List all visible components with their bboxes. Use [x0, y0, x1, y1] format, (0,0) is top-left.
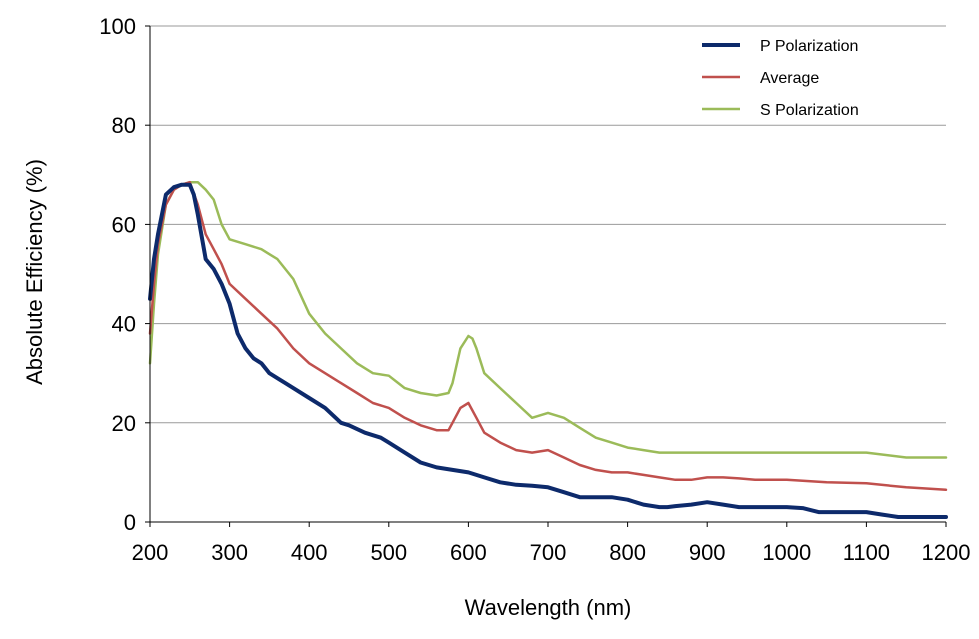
tick-labels: 200 300 400 500 600 700 800 900 1000 1100 1200 0 20 4…	[99, 14, 970, 565]
series-line-average	[148, 180, 948, 492]
legend-label: Average	[760, 70, 819, 87]
x-tick-label: 1100	[843, 540, 890, 565]
x-tick-label: 500	[370, 540, 407, 565]
legend-label: S Polarization	[760, 102, 859, 119]
x-tick-label: 800	[609, 540, 646, 565]
series-lines	[148, 180, 948, 519]
grid-lines	[150, 25, 946, 424]
x-tick-label: 900	[689, 540, 726, 565]
y-tick-label: 80	[112, 113, 136, 138]
x-tick-label: 1200	[922, 540, 971, 565]
y-tick-label: 40	[112, 312, 136, 337]
x-tick-label: 700	[530, 540, 567, 565]
y-axis-title: Absolute Efficiency (%)	[22, 159, 47, 385]
x-tick-label: 600	[450, 540, 487, 565]
series-line-s-polarization	[148, 180, 948, 459]
series-line-p-polarization	[148, 182, 948, 519]
legend: P Polarization Average S Polarization	[702, 38, 859, 119]
x-tick-label: 200	[132, 540, 169, 565]
x-tick-label: 400	[291, 540, 328, 565]
y-tick-label: 100	[99, 14, 136, 39]
x-axis-title: Wavelength (nm)	[465, 595, 632, 620]
legend-label: P Polarization	[760, 38, 858, 55]
y-tick-label: 20	[112, 411, 136, 436]
x-tick-label: 1000	[762, 540, 811, 565]
y-tick-label: 60	[112, 212, 136, 237]
y-tick-label: 0	[124, 510, 136, 535]
axes	[149, 26, 946, 523]
x-tick-label: 300	[211, 540, 248, 565]
